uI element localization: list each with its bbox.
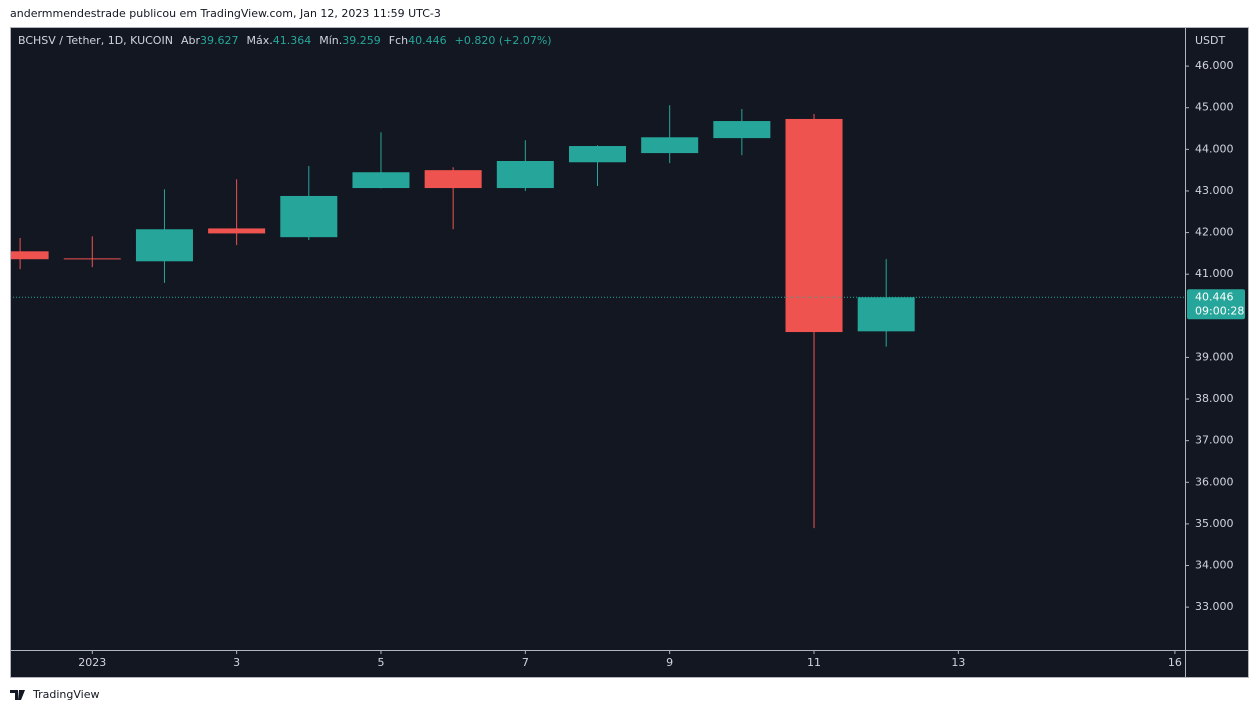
symbol: BCHSV / Tether, 1D, KUCOIN (18, 34, 173, 47)
candle-body (280, 195, 338, 238)
x-tick-label: 5 (377, 656, 384, 669)
low-value: 39.259 (342, 34, 381, 47)
legend: BCHSV / Tether, 1D, KUCOIN Abr39.627 Máx.4… (18, 34, 552, 47)
candle-body (352, 172, 410, 189)
candle-body (641, 137, 699, 154)
candle-body (424, 170, 482, 189)
candle-body (785, 118, 843, 333)
x-tick-label: 13 (951, 656, 965, 669)
candle-body (208, 228, 266, 234)
low-label: Mín. (319, 34, 342, 47)
y-tick-label: 36.000 (1195, 475, 1234, 488)
countdown-label: 09:00:28 (1195, 304, 1244, 317)
price-axis-unit: USDT (1195, 34, 1226, 47)
header-text: andermmendestrade publicou em TradingVie… (10, 7, 441, 20)
candle-body (496, 161, 554, 189)
candle-body (857, 297, 915, 332)
high-label: Máx. (246, 34, 272, 47)
x-tick-label: 7 (522, 656, 529, 669)
y-tick-label: 46.000 (1195, 59, 1234, 72)
candle-body (713, 121, 771, 139)
open-label: Abr (181, 34, 201, 47)
chart-frame (10, 27, 1249, 678)
x-tick-label: 3 (233, 656, 240, 669)
high-value: 41.364 (273, 34, 312, 47)
y-tick-label: 39.000 (1195, 350, 1234, 363)
tradingview-logo (10, 690, 25, 700)
y-tick-label: 35.000 (1195, 517, 1234, 530)
change: +0.820 (+2.07%) (455, 34, 552, 47)
y-tick-label: 44.000 (1195, 142, 1234, 155)
candle-body (63, 258, 121, 260)
candle-body (11, 251, 49, 260)
y-tick-label: 33.000 (1195, 600, 1234, 613)
logo-dot (20, 690, 24, 694)
last-price-box (1187, 289, 1245, 320)
last-price-label: 40.446 (1195, 290, 1234, 303)
footer-text: TradingView (32, 688, 99, 701)
close-value: 40.446 (408, 34, 447, 47)
x-tick-label: 11 (807, 656, 821, 669)
y-tick-label: 38.000 (1195, 392, 1234, 405)
x-tick-label: 16 (1168, 656, 1182, 669)
x-tick-label: 9 (666, 656, 673, 669)
y-tick-label: 42.000 (1195, 226, 1234, 239)
close-label: Fch (389, 34, 408, 47)
y-tick-label: 34.000 (1195, 559, 1234, 572)
open-value: 39.627 (200, 34, 239, 47)
x-tick-label: 2023 (78, 656, 106, 669)
y-tick-label: 37.000 (1195, 434, 1234, 447)
candle-body (135, 229, 193, 262)
y-tick-label: 43.000 (1195, 184, 1234, 197)
candle-body (568, 146, 627, 163)
y-tick-label: 45.000 (1195, 101, 1234, 114)
y-tick-label: 41.000 (1195, 267, 1234, 280)
plot-area (11, 105, 1185, 529)
